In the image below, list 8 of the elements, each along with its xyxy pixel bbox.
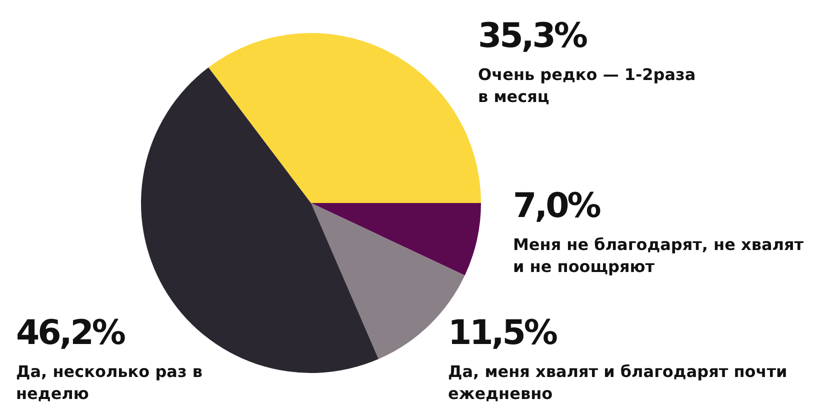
slice-label: Да, несколько раз в неделю <box>16 361 204 405</box>
slice-label: Очень редко — 1-2раза в месяц <box>478 64 697 108</box>
data-label: 11,5% <box>448 313 558 353</box>
data-label: 46,2% <box>16 313 126 353</box>
data-label: 7,0% <box>513 186 601 226</box>
slice-label: Да, меня хвалят и благодарят почти ежедневно <box>448 361 788 405</box>
data-label: 35,3% <box>478 16 588 56</box>
slice-label: Меня не благодарят, не хвалят и не поощряют <box>513 234 805 278</box>
